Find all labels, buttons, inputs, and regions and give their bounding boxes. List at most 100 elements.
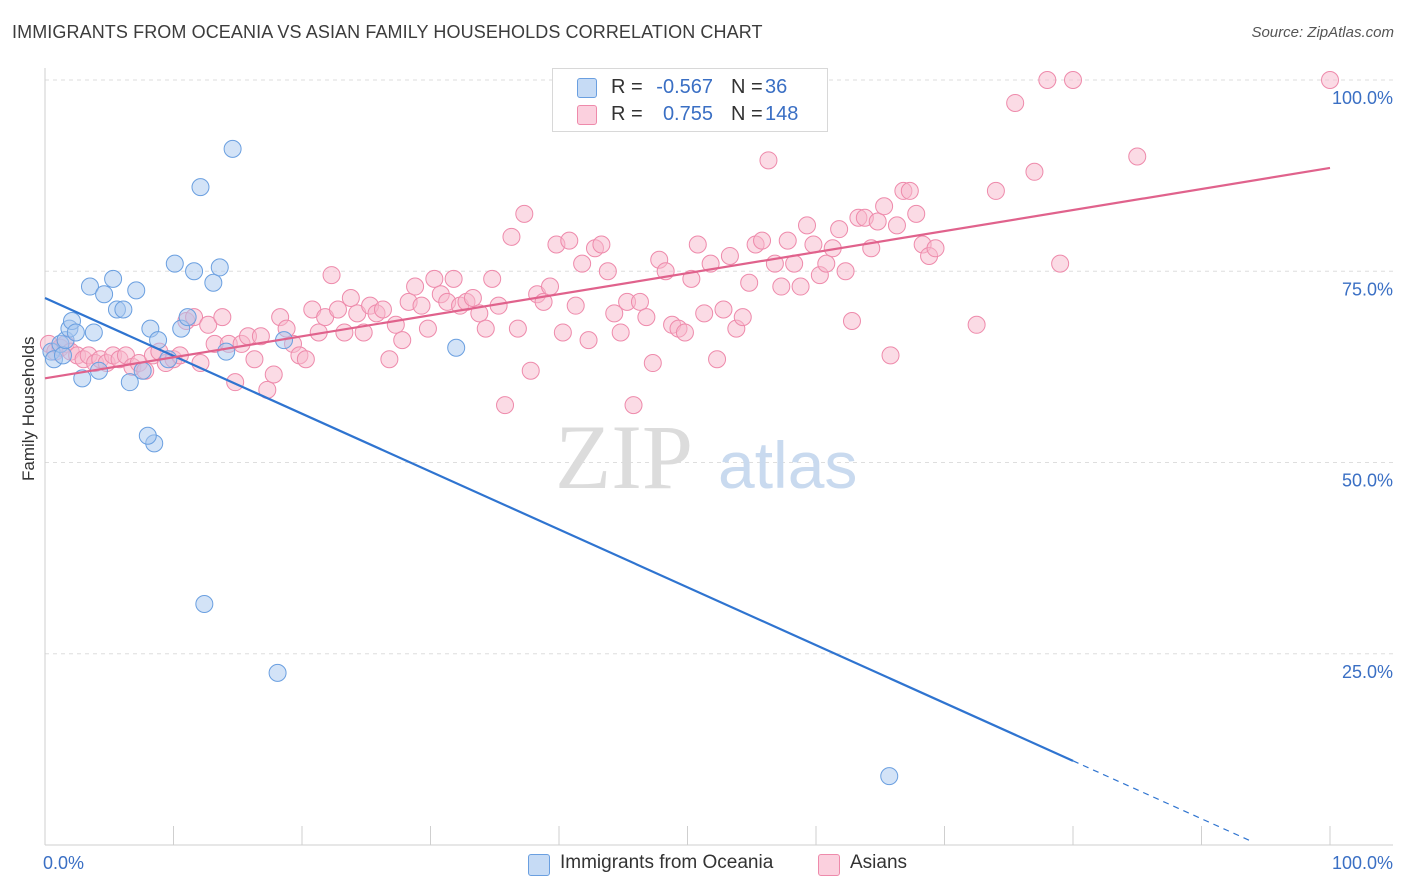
data-point: [1051, 254, 1070, 273]
data-point: [630, 292, 649, 311]
y-tick-label: 25.0%: [1342, 662, 1393, 682]
legend-swatch-oceania: [577, 78, 597, 98]
data-point: [470, 304, 489, 323]
data-point: [380, 350, 399, 369]
watermark-atlas: atlas: [718, 428, 857, 502]
n-value: 36: [765, 76, 788, 98]
trend-line-extension: [1072, 760, 1254, 843]
data-point: [521, 361, 540, 380]
data-point: [880, 767, 899, 786]
data-point: [502, 227, 521, 246]
legend-row-oceania: R = -0.567 N = 36: [553, 73, 827, 101]
data-point: [341, 289, 360, 308]
n-label: N =: [731, 76, 763, 98]
data-point: [967, 315, 986, 334]
legend-row-asians: R = 0.755 N = 148: [553, 100, 827, 128]
data-point: [138, 426, 157, 445]
data-point: [95, 285, 114, 304]
r-label: R =: [611, 76, 643, 98]
y-axis-label: Family Households: [19, 336, 38, 481]
data-point: [406, 277, 425, 296]
data-point: [836, 262, 855, 281]
data-point: [778, 231, 797, 250]
n-value: 148: [765, 103, 799, 125]
gridlines: [45, 79, 1393, 655]
data-point: [217, 342, 236, 361]
data-point: [682, 269, 701, 288]
data-point: [204, 273, 223, 292]
data-point: [830, 220, 849, 239]
data-point: [178, 308, 197, 327]
r-label: R =: [611, 103, 643, 125]
data-point: [354, 323, 373, 342]
watermark: ZIP atlas: [555, 406, 857, 508]
n-label: N =: [731, 103, 763, 125]
data-point: [73, 369, 92, 388]
data-point: [643, 354, 662, 373]
chart-title: IMMIGRANTS FROM OCEANIA VS ASIAN FAMILY …: [12, 22, 763, 42]
data-point: [605, 304, 624, 323]
data-point: [1128, 147, 1147, 166]
data-point: [887, 216, 906, 235]
data-point: [695, 304, 714, 323]
watermark-zip: ZIP: [555, 406, 693, 508]
data-point: [1025, 162, 1044, 181]
data-point: [515, 204, 534, 223]
data-point: [53, 346, 72, 365]
data-point: [165, 254, 184, 273]
data-point: [759, 151, 778, 170]
data-point: [114, 300, 133, 319]
data-point: [675, 323, 694, 342]
legend-swatch-oceania: [528, 854, 550, 876]
trend-line: [44, 297, 1074, 762]
legend-label-oceania: Immigrants from Oceania: [560, 852, 774, 873]
data-point: [720, 246, 739, 265]
data-point: [104, 269, 123, 288]
data-point: [412, 296, 431, 315]
correlation-legend: R = -0.567 N = 36 R = 0.755 N = 148: [552, 68, 828, 132]
source-note: Source: ZipAtlas.com: [1251, 24, 1394, 41]
data-point: [213, 308, 232, 327]
data-point: [926, 239, 945, 258]
data-point: [328, 300, 347, 319]
data-point: [637, 308, 656, 327]
data-point: [1064, 71, 1082, 89]
tick-labels: 25.0% 50.0% 75.0% 100.0% 0.0% 100.0%: [43, 88, 1393, 873]
data-point: [733, 308, 752, 327]
legend-swatch-asians: [818, 854, 840, 876]
data-point: [133, 361, 152, 380]
r-value: -0.567: [656, 76, 713, 98]
data-point: [463, 289, 482, 308]
data-point: [223, 139, 242, 158]
data-point: [447, 338, 466, 357]
data-points: [39, 71, 1339, 786]
x-tick-label: 100.0%: [1332, 853, 1393, 873]
data-point: [508, 319, 527, 338]
y-tick-label: 100.0%: [1332, 88, 1393, 108]
data-point: [210, 258, 229, 277]
data-point: [127, 281, 146, 300]
data-point: [907, 204, 926, 223]
data-point: [268, 663, 287, 682]
data-point: [296, 350, 315, 369]
data-point: [560, 231, 579, 250]
data-point: [444, 269, 463, 288]
data-point: [66, 323, 85, 342]
data-point: [1038, 71, 1057, 89]
data-point: [740, 273, 759, 292]
data-point: [708, 350, 727, 369]
data-point: [335, 323, 354, 342]
data-point: [598, 262, 617, 281]
data-point: [688, 235, 707, 254]
data-point: [900, 181, 919, 200]
data-point: [373, 300, 392, 319]
data-point: [1321, 71, 1339, 89]
data-point: [624, 396, 643, 415]
trend-line: [44, 166, 1331, 380]
data-point: [592, 235, 611, 254]
legend-label-asians: Asians: [850, 852, 908, 873]
data-point: [80, 277, 99, 296]
data-point: [264, 365, 283, 384]
data-point: [191, 178, 210, 197]
